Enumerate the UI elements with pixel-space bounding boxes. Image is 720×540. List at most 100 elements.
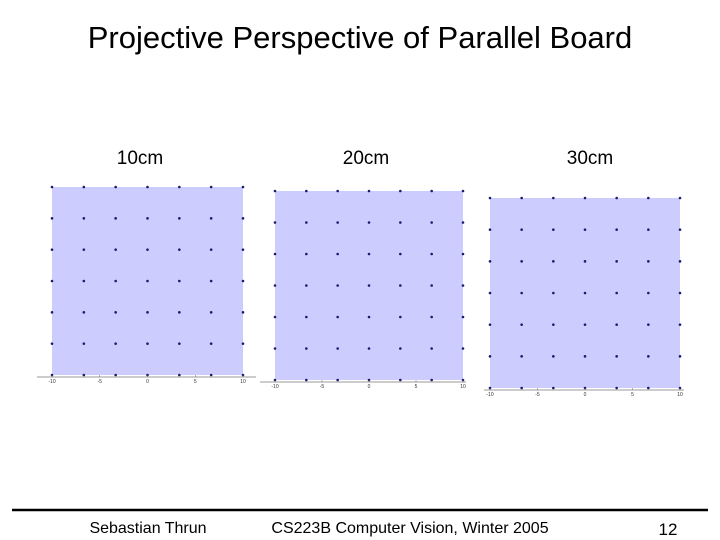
grid-dot (488, 323, 492, 326)
grid-dot (273, 284, 277, 287)
grid-dot (114, 373, 117, 377)
grid-dot (488, 291, 492, 295)
grid-dot (305, 347, 308, 350)
tick-label: -10 (48, 379, 55, 385)
grid-dot (273, 347, 277, 350)
panel-label: 30cm (567, 148, 613, 169)
grid-dot (241, 342, 245, 345)
grid-dot (488, 196, 492, 200)
grid-dot (209, 248, 213, 251)
grid-dot (615, 386, 618, 390)
grid-dot (399, 252, 402, 256)
tick-label: 5 (415, 384, 418, 390)
grid-dot (399, 221, 402, 224)
grid-dot (367, 221, 371, 224)
grid-dot (583, 355, 587, 358)
grid-dot (178, 185, 181, 189)
grid-dot (114, 248, 117, 251)
grid-dot (146, 342, 149, 345)
grid-dot (209, 217, 213, 220)
grid-dot (367, 347, 371, 350)
grid-dot (178, 217, 181, 220)
grid-dot (678, 260, 682, 263)
grid-dot (615, 260, 618, 263)
grid-dot (520, 228, 523, 231)
grid-dot (241, 185, 245, 189)
grid-dot (50, 185, 54, 189)
grid-dot (647, 386, 650, 390)
grid-dot (50, 342, 54, 345)
grid-dot (461, 315, 465, 319)
grid-dot (241, 279, 245, 283)
grid-dot (305, 378, 308, 382)
tick-label: -10 (486, 392, 493, 398)
grid-dot (367, 252, 371, 256)
grid-dot (367, 315, 371, 319)
grid-dot (336, 189, 339, 193)
panel-label: 10cm (117, 148, 163, 169)
grid-dot (336, 378, 339, 382)
grid-dot (114, 311, 117, 314)
grid-dot (209, 373, 213, 377)
grid-dot (552, 386, 555, 390)
grid-dot (82, 311, 86, 314)
grid-dot (430, 252, 433, 256)
grid-dot (241, 248, 245, 251)
tick-label: 0 (584, 392, 587, 398)
grid-dot (647, 323, 650, 326)
grid-dot (461, 284, 465, 287)
grid-dot (82, 248, 86, 251)
grid-dot (367, 284, 371, 287)
grid-dot (178, 279, 181, 283)
grid-dot (461, 221, 465, 224)
grid-dot (678, 196, 682, 200)
grid-dot (615, 196, 618, 200)
panel-label: 20cm (343, 148, 389, 169)
grid-dot (82, 185, 86, 189)
grid-dot (647, 228, 650, 231)
tick-label: 10 (677, 392, 683, 398)
grid-dot (273, 252, 277, 256)
grid-dot (552, 291, 555, 295)
grid-dot (488, 260, 492, 263)
grid-dot (647, 291, 650, 295)
grid-dot (488, 228, 492, 231)
grid-dot (430, 315, 433, 319)
grid-dot (50, 279, 54, 283)
grid-dot (430, 284, 433, 287)
grid-dot (615, 228, 618, 231)
grid-dot (178, 248, 181, 251)
grid-dot (430, 347, 433, 350)
grid-dot (273, 221, 277, 224)
grid-dot (82, 279, 86, 283)
grid-dot (336, 284, 339, 287)
grid-dot (50, 248, 54, 251)
grid-dot (583, 196, 587, 200)
grid-dot (583, 228, 587, 231)
grid-dot (520, 196, 523, 200)
grid-dot (430, 378, 433, 382)
grid-dot (678, 291, 682, 295)
grid-dot (82, 373, 86, 377)
grid-dot (114, 217, 117, 220)
page-number: 12 (659, 520, 678, 539)
grid-dot (488, 355, 492, 358)
grid-dot (50, 217, 54, 220)
grid-dot (241, 217, 245, 220)
grid-dot (336, 252, 339, 256)
grid-dot (336, 347, 339, 350)
grid-dot (399, 378, 402, 382)
grid-dot (305, 189, 308, 193)
grid-dot (146, 248, 149, 251)
tick-label: 10 (240, 379, 246, 385)
tick-label: -5 (320, 384, 325, 390)
grid-dot (114, 185, 117, 189)
grid-dot (273, 189, 277, 193)
panels: 10cm -10 -5 0 5 10 20cm -10 -5 0 5 10 30cm -10 -5 0 5 10 (37, 148, 684, 398)
grid-dot (552, 323, 555, 326)
grid-dot (178, 311, 181, 314)
grid-dot (305, 252, 308, 256)
grid-dot (552, 260, 555, 263)
grid-dot (209, 342, 213, 345)
